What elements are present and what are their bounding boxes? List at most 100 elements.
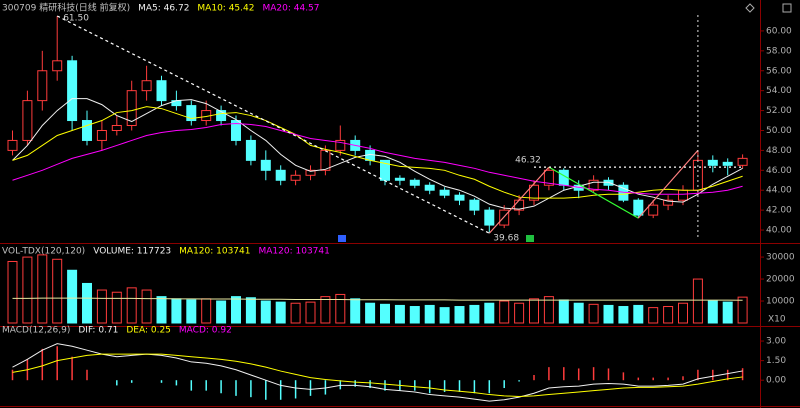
y-tick-label: 46.00 — [766, 166, 792, 176]
volume-bar — [454, 306, 465, 324]
candle-body — [82, 120, 92, 141]
candle-body — [722, 161, 733, 166]
annotation: 39.68 — [493, 234, 519, 244]
line — [12, 353, 743, 398]
candle-body — [141, 80, 152, 92]
annotation: 46.32 — [515, 156, 541, 166]
volume-bar — [7, 260, 18, 324]
y-tick-label: 3.00 — [766, 337, 786, 347]
candle-body — [707, 159, 718, 166]
y-tick-label: 52.00 — [766, 106, 792, 116]
candle-body — [96, 129, 107, 141]
volume-bar — [305, 301, 316, 324]
volume-bar — [394, 304, 405, 324]
y-tick-label: 10000 — [766, 297, 795, 307]
line — [12, 106, 743, 199]
y-tick-label: 20000 — [766, 275, 795, 285]
trendline — [548, 166, 639, 219]
candle-body — [186, 105, 197, 122]
volume-bar — [737, 296, 748, 324]
candle-body — [424, 184, 435, 191]
legend-text: VOL-TDX(120,120) — [2, 247, 85, 257]
y-tick-label: 50.00 — [766, 126, 792, 136]
event-icon[interactable] — [526, 235, 534, 242]
legend-text: MA120: 103741 — [259, 247, 330, 257]
toolbar-icon[interactable] — [745, 3, 755, 13]
unit-label: X10 — [768, 315, 786, 325]
candle-body — [469, 199, 480, 211]
candle-body — [484, 209, 495, 226]
line — [12, 123, 743, 195]
volume-bar — [67, 269, 78, 324]
volume-bar — [290, 302, 301, 324]
line — [12, 98, 743, 210]
candle-body — [231, 120, 241, 141]
volume-bar — [231, 296, 241, 324]
toolbar-icon[interactable] — [782, 3, 792, 13]
annotation: 61.50 — [63, 13, 89, 23]
legend-text: VOLUME: 117723 — [93, 247, 171, 257]
volume-bar — [588, 303, 599, 324]
volume-bar — [603, 304, 614, 324]
y-tick-label: 58.00 — [766, 46, 792, 56]
y-tick-label: 40.00 — [766, 226, 792, 236]
volume-bar — [573, 302, 584, 324]
legend-text: MACD: 0.92 — [179, 326, 232, 336]
legend-text: MA10: 45.42 — [197, 4, 254, 14]
volume-bar — [111, 291, 122, 324]
volume-bar — [96, 289, 107, 324]
volume-bar — [678, 302, 688, 324]
y-tick-label: 56.00 — [766, 66, 792, 76]
volume-bar — [22, 256, 33, 324]
volume-bar — [663, 306, 674, 324]
volume-bar — [245, 297, 256, 324]
candle-body — [678, 189, 688, 201]
legend-text: DIF: 0.71 — [78, 326, 118, 336]
candle-body — [543, 169, 554, 186]
volume-bar — [335, 293, 346, 324]
candle-body — [111, 125, 122, 131]
volume-bar — [484, 302, 495, 324]
y-tick-label: 30000 — [766, 253, 795, 263]
volume-bar — [156, 296, 167, 324]
candle-body — [588, 179, 599, 191]
volume-bar — [141, 289, 152, 324]
volume-bar — [186, 299, 197, 324]
volume-bar — [82, 282, 92, 324]
volume-bar — [171, 298, 182, 324]
candle-body — [37, 70, 48, 102]
candle-body — [648, 204, 659, 216]
volume-bar — [424, 304, 435, 324]
volume-bar — [469, 304, 480, 324]
volume-bar — [558, 299, 569, 324]
y-tick-label: 54.00 — [766, 86, 792, 96]
candle-body — [305, 169, 316, 176]
volume-bar — [514, 302, 525, 324]
volume-bar — [499, 300, 510, 324]
event-icon[interactable] — [338, 235, 346, 242]
candle-body — [663, 199, 674, 206]
legend-text: 300709 精研科技(日线 前复权) — [2, 2, 130, 14]
candle-body — [260, 159, 271, 171]
y-tick-label: 42.00 — [766, 206, 792, 216]
volume-bar — [648, 307, 659, 324]
trendline — [56, 15, 490, 234]
y-tick-label: 48.00 — [766, 146, 792, 156]
candle-body — [275, 169, 286, 181]
volume-bar — [543, 296, 554, 324]
volume-bar — [350, 298, 361, 324]
candle-body — [320, 149, 331, 171]
y-tick-label: 0.00 — [766, 376, 786, 386]
candle-body — [335, 139, 346, 151]
y-tick-label: 60.00 — [766, 26, 792, 36]
trendline — [488, 166, 550, 234]
legend-text: MACD(12,26,9) — [2, 326, 70, 336]
candle-body — [245, 139, 256, 161]
legend-text: MA5: 46.72 — [138, 4, 189, 14]
volume-bar — [37, 254, 48, 324]
volume-bar — [409, 306, 420, 324]
volume-bar — [707, 300, 718, 324]
candle-body — [633, 199, 644, 216]
